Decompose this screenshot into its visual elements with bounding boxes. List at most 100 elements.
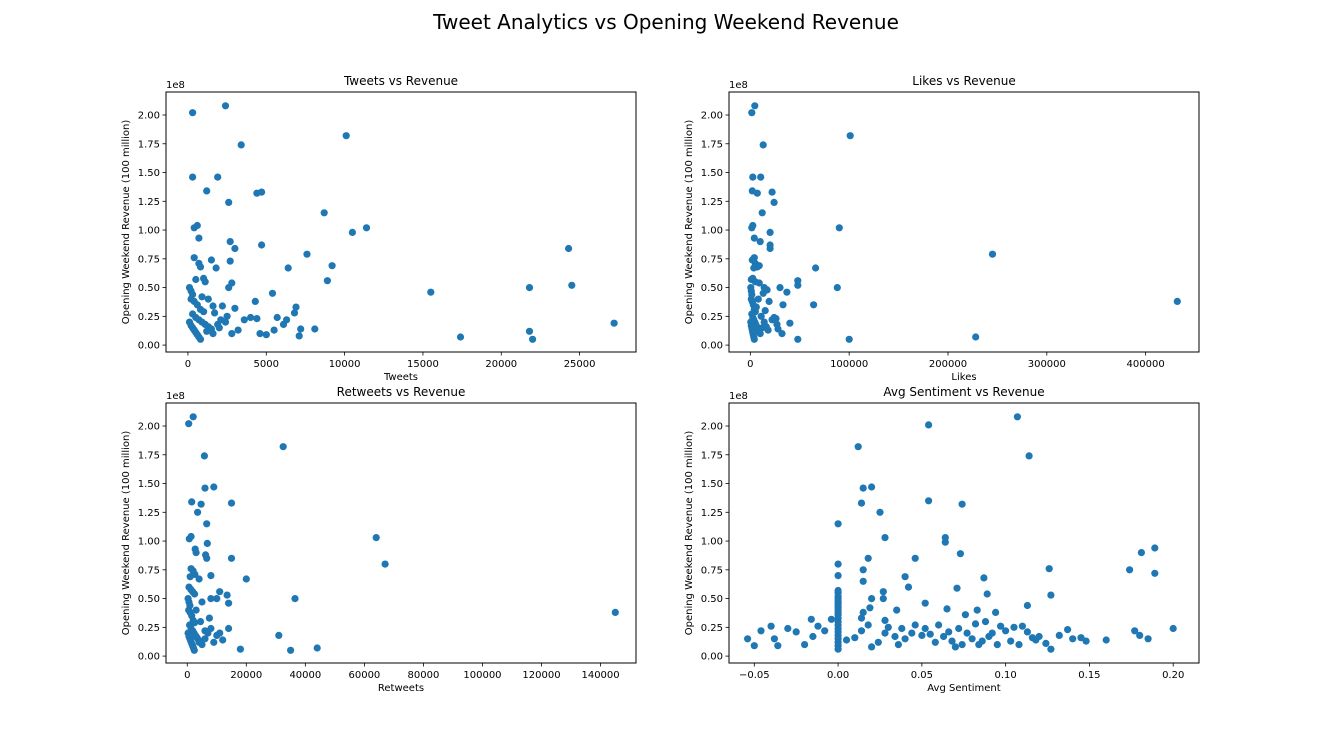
x-tick-label: 5000 — [254, 359, 279, 370]
data-point — [845, 335, 853, 343]
data-point — [778, 330, 786, 338]
data-point — [834, 572, 842, 580]
y-tick-label: 2.00 — [701, 111, 723, 122]
data-point — [958, 500, 966, 508]
data-point — [794, 277, 802, 285]
data-point — [842, 636, 851, 644]
data-point — [204, 295, 212, 303]
data-point — [794, 335, 802, 343]
data-point — [760, 284, 768, 292]
data-point — [874, 638, 882, 646]
data-point — [200, 308, 208, 316]
data-point — [1069, 635, 1077, 643]
data-point — [748, 109, 756, 117]
data-point — [291, 595, 299, 603]
y-axis-label: Opening Weekend Revenue (100 million) — [121, 120, 132, 325]
data-point — [275, 631, 283, 640]
x-tick-label: 400000 — [1127, 359, 1165, 370]
plot-frame — [728, 91, 1200, 353]
y-tick-label: 1.50 — [701, 479, 723, 490]
y-tick-label: 0.75 — [138, 565, 160, 576]
y-tick-label: 1.25 — [138, 197, 160, 208]
data-point — [770, 313, 778, 322]
x-tick-label: 0.10 — [995, 670, 1017, 681]
data-point — [988, 629, 996, 637]
data-point — [328, 262, 336, 270]
data-point — [1137, 549, 1145, 557]
y-tick-label: 1.50 — [138, 479, 160, 490]
data-point — [757, 312, 765, 320]
data-point — [1018, 622, 1026, 630]
data-point — [242, 575, 250, 583]
x-tick-label: 20000 — [230, 670, 262, 681]
data-point — [268, 289, 277, 297]
subplot-1: 0 5000 10000 15000 20000 25000 0.00 0.25 0.50 0.7… — [121, 74, 637, 383]
data-point — [203, 187, 211, 195]
y-tick-label: 0.25 — [701, 312, 723, 323]
data-point — [911, 621, 919, 629]
data-point — [857, 614, 866, 622]
y-offset-label: 1e8 — [166, 391, 185, 402]
data-point — [859, 608, 867, 617]
y-axis-label: Opening Weekend Revenue (100 million) — [684, 120, 695, 325]
data-point — [205, 614, 213, 622]
y-offset-label: 1e8 — [729, 391, 748, 402]
data-point — [525, 284, 534, 292]
data-point — [866, 604, 874, 612]
data-point — [854, 443, 862, 451]
y-tick-label: 1.00 — [701, 226, 723, 237]
data-point — [783, 288, 791, 296]
data-point — [192, 275, 200, 284]
y-tick-label: 0.50 — [138, 594, 160, 605]
data-point — [968, 635, 976, 643]
y-tick-label: 2.00 — [701, 422, 723, 433]
data-point — [192, 549, 200, 557]
data-point — [362, 224, 371, 232]
y-tick-label: 1.75 — [138, 139, 160, 150]
x-tick-label: 60000 — [348, 670, 380, 681]
data-point — [809, 632, 817, 641]
data-point — [1010, 623, 1018, 631]
data-point — [209, 330, 217, 338]
y-tick-label: 1.25 — [701, 508, 723, 519]
x-tick-label: 200000 — [929, 359, 967, 370]
data-point — [195, 234, 203, 242]
data-point — [198, 598, 206, 606]
data-point — [983, 590, 991, 598]
data-point — [313, 644, 321, 652]
data-point — [194, 508, 202, 516]
subplot-4: −0.05 0.00 0.05 0.10 0.15 0.20 0.00 0.25 0.50 0.7… — [684, 385, 1200, 694]
data-point — [1077, 634, 1085, 642]
plot-frame — [728, 402, 1200, 664]
data-point — [1045, 565, 1053, 573]
data-point — [1126, 566, 1134, 574]
data-point — [610, 319, 618, 327]
data-point — [1151, 569, 1159, 577]
data-point — [565, 244, 573, 253]
y-tick-label: 1.25 — [701, 197, 723, 208]
data-point — [908, 629, 916, 637]
data-point — [218, 302, 226, 310]
x-tick-label: 0.15 — [1078, 670, 1100, 681]
data-point — [253, 315, 261, 323]
data-point — [226, 238, 234, 246]
x-axis-label: Retweets — [378, 683, 424, 694]
data-point — [225, 198, 233, 206]
data-point — [225, 284, 233, 292]
data-point — [859, 566, 867, 574]
data-point — [210, 483, 218, 491]
data-point — [851, 634, 859, 642]
data-point — [754, 295, 762, 303]
data-point — [1047, 645, 1055, 653]
data-point — [857, 627, 866, 635]
subplot-2: 0 100000 200000 300000 400000 0.00 0.25 0.50 0.7… — [684, 74, 1200, 383]
data-point — [750, 642, 758, 650]
data-point — [1023, 601, 1031, 610]
data-point — [262, 331, 270, 339]
data-point — [188, 498, 196, 506]
data-point — [901, 635, 909, 643]
data-point — [191, 590, 199, 598]
data-point — [1082, 637, 1090, 645]
data-point — [904, 583, 913, 591]
